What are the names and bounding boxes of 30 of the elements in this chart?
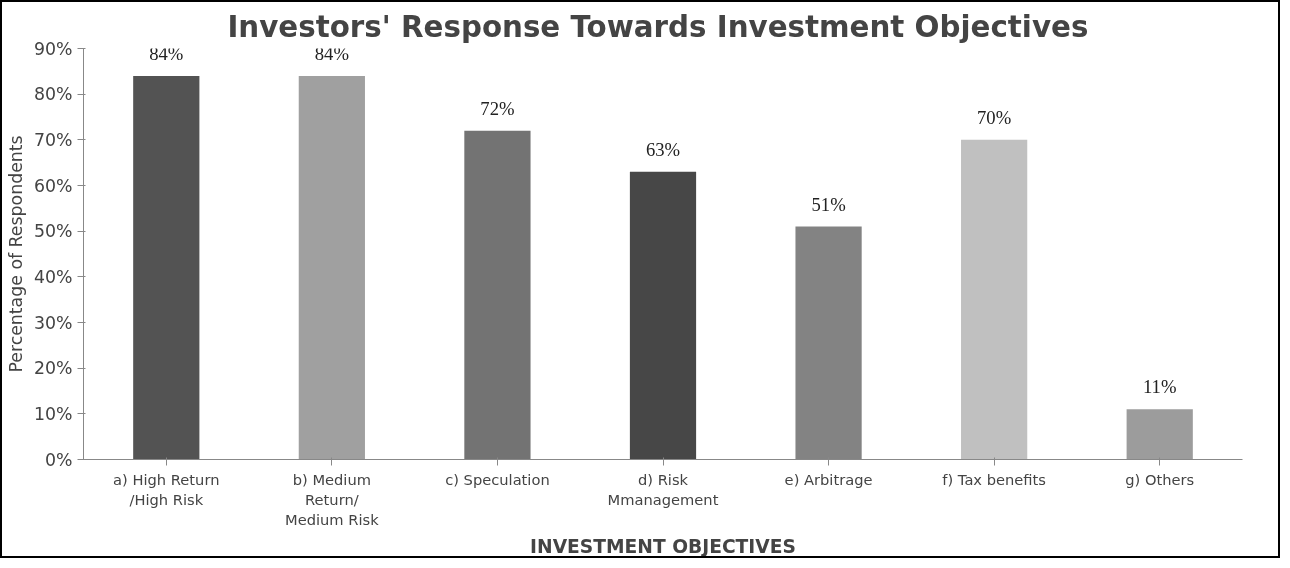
y-tick-label: 30%	[33, 312, 73, 333]
y-tick-label: 70%	[33, 129, 73, 150]
bar	[629, 171, 697, 460]
chart-title: Investors' Response Towards Investment Objectives	[227, 9, 1089, 44]
x-tick-label: d) Risk Mmanagement	[607, 470, 719, 508]
y-tick-label: 20%	[33, 358, 73, 379]
x-tick-label: b) Medium Return/ Medium Risk	[285, 470, 380, 529]
y-tick-label: 80%	[33, 84, 73, 105]
bar	[961, 139, 1028, 460]
bar	[298, 75, 365, 460]
y-tick-label: 10%	[33, 403, 73, 424]
y-tick-label: 60%	[33, 175, 73, 196]
x-tick-label: g) Others	[1125, 470, 1195, 488]
x-tick-label: e) Arbitrage	[784, 470, 873, 488]
data-label: 11%	[1142, 376, 1177, 398]
bar	[464, 130, 531, 460]
y-tick-label: 50%	[33, 221, 73, 242]
x-tick-label: c) Speculation	[445, 470, 550, 488]
data-label: 51%	[811, 193, 846, 215]
y-tick-label: 90%	[33, 38, 73, 59]
data-label: 72%	[480, 97, 515, 119]
data-label: 63%	[645, 138, 681, 160]
bar	[1126, 409, 1193, 460]
y-axis-title: Percentage of Respondents	[5, 135, 26, 373]
data-label: 70%	[977, 106, 1012, 128]
y-tick-label: 0%	[45, 449, 73, 470]
y-tick-label: 40%	[33, 266, 73, 287]
x-tick-label: f) Tax benefits	[942, 470, 1046, 488]
x-tick-label: a) High Return /High Risk	[113, 470, 220, 508]
bar	[133, 75, 200, 460]
